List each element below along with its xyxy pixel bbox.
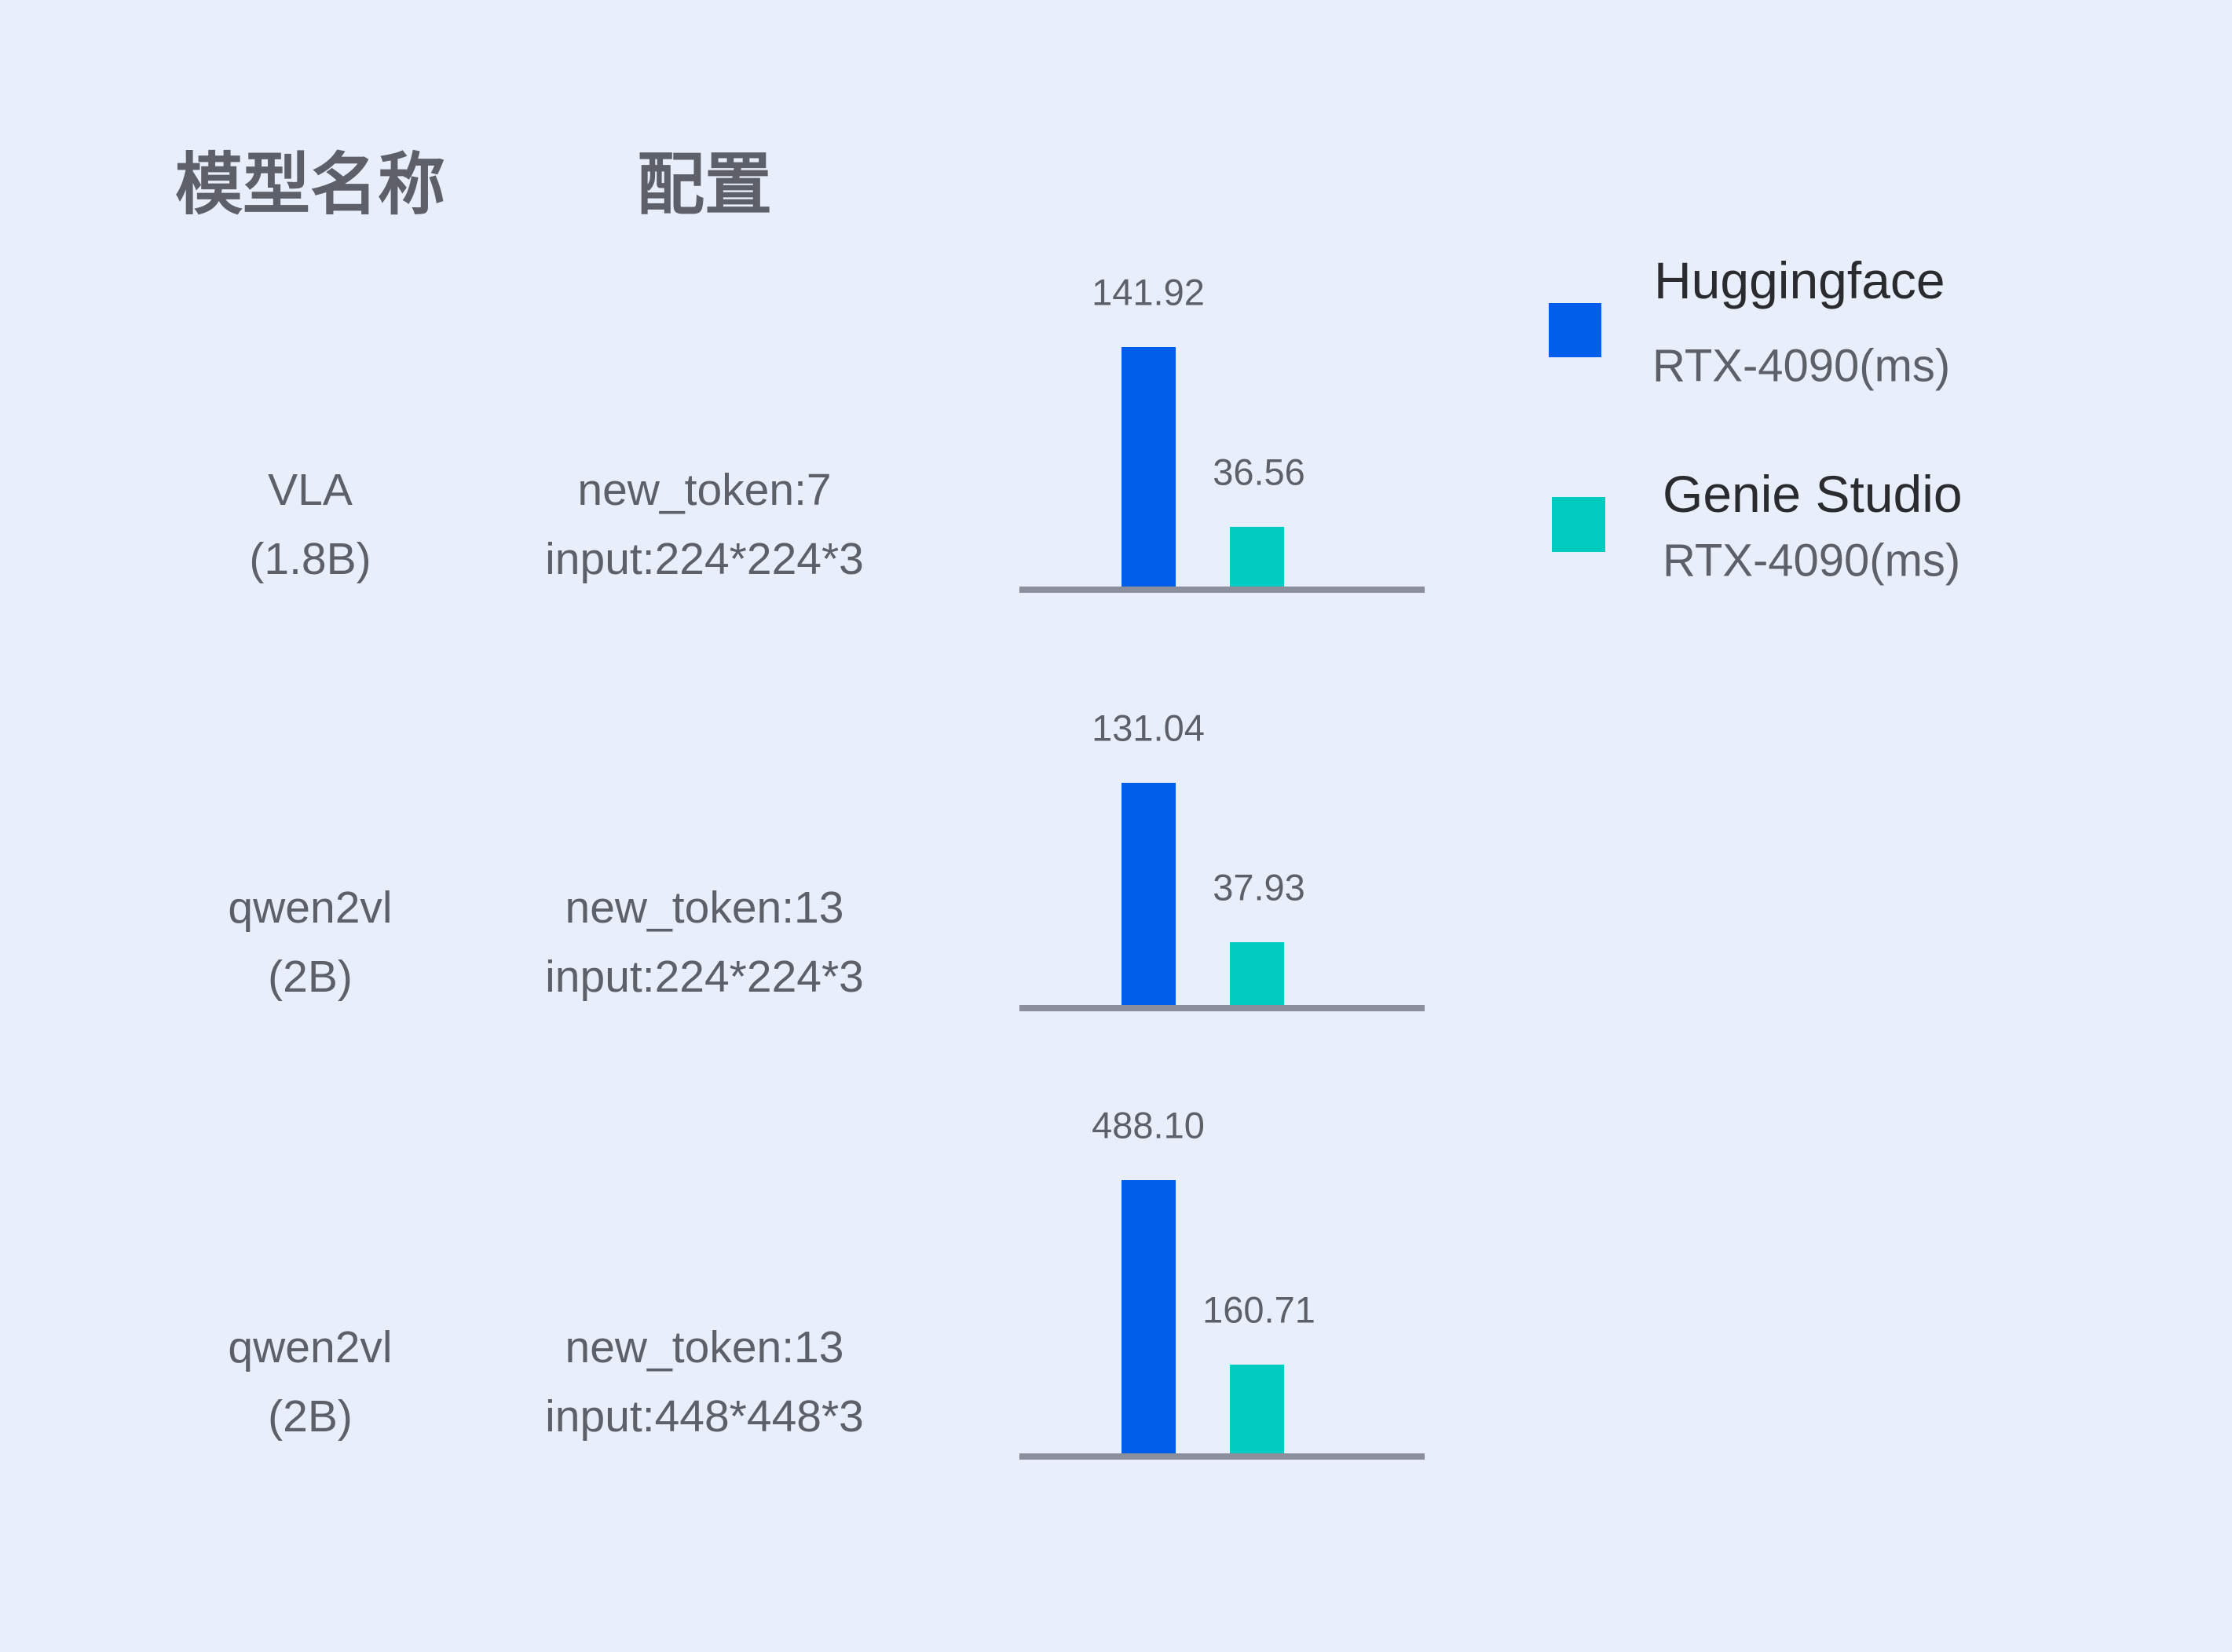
- value-label-huggingface: 141.92: [1092, 271, 1205, 313]
- header-model-name: 模型名称: [175, 145, 445, 225]
- config-cell: new_token:7 input:224*224*3: [545, 455, 864, 594]
- model-name-line: (1.8B): [249, 534, 371, 584]
- baseline-axis: [1019, 1005, 1425, 1011]
- baseline-axis: [1019, 587, 1425, 593]
- value-label-genie-studio: 36.56: [1213, 451, 1305, 493]
- config-cell: new_token:13 input:224*224*3: [545, 873, 864, 1011]
- model-name-line: VLA: [268, 465, 353, 515]
- bar-genie-studio: [1230, 942, 1284, 1007]
- config-line: input:224*224*3: [545, 534, 864, 584]
- model-name-cell: qwen2vl (2B): [228, 1313, 392, 1451]
- legend-swatch-huggingface: [1549, 303, 1601, 357]
- model-name-line: qwen2vl: [228, 883, 393, 933]
- config-line: new_token:13: [565, 1322, 844, 1372]
- value-label-huggingface: 131.04: [1092, 707, 1205, 749]
- config-cell: new_token:13 input:448*448*3: [545, 1313, 864, 1451]
- config-line: new_token:7: [577, 465, 832, 515]
- model-name-line: qwen2vl: [228, 1322, 393, 1372]
- bar-genie-studio: [1230, 526, 1284, 589]
- bar-huggingface: [1121, 1180, 1176, 1456]
- value-label-huggingface: 488.10: [1092, 1104, 1205, 1146]
- bar-huggingface: [1121, 347, 1176, 589]
- baseline-axis: [1019, 1453, 1425, 1460]
- bar-genie-studio: [1230, 1365, 1284, 1456]
- config-line: input:224*224*3: [545, 952, 864, 1002]
- model-name-line: (2B): [268, 952, 353, 1002]
- config-line: new_token:13: [565, 883, 844, 933]
- legend-swatch-genie-studio: [1552, 497, 1605, 552]
- bar-huggingface: [1121, 783, 1176, 1007]
- model-name-cell: VLA (1.8B): [249, 455, 371, 594]
- config-line: input:448*448*3: [545, 1391, 864, 1442]
- legend-sub-genie-studio: RTX-4090(ms): [1663, 535, 1961, 587]
- value-label-genie-studio: 160.71: [1202, 1288, 1315, 1331]
- model-name-cell: qwen2vl (2B): [228, 873, 392, 1011]
- legend-name-genie-studio: Genie Studio: [1663, 465, 1963, 523]
- model-name-line: (2B): [268, 1391, 353, 1442]
- header-config: 配置: [637, 145, 772, 225]
- legend-sub-huggingface: RTX-4090(ms): [1652, 340, 1951, 392]
- value-label-genie-studio: 37.93: [1213, 866, 1305, 908]
- legend-name-huggingface: Huggingface: [1654, 251, 1945, 309]
